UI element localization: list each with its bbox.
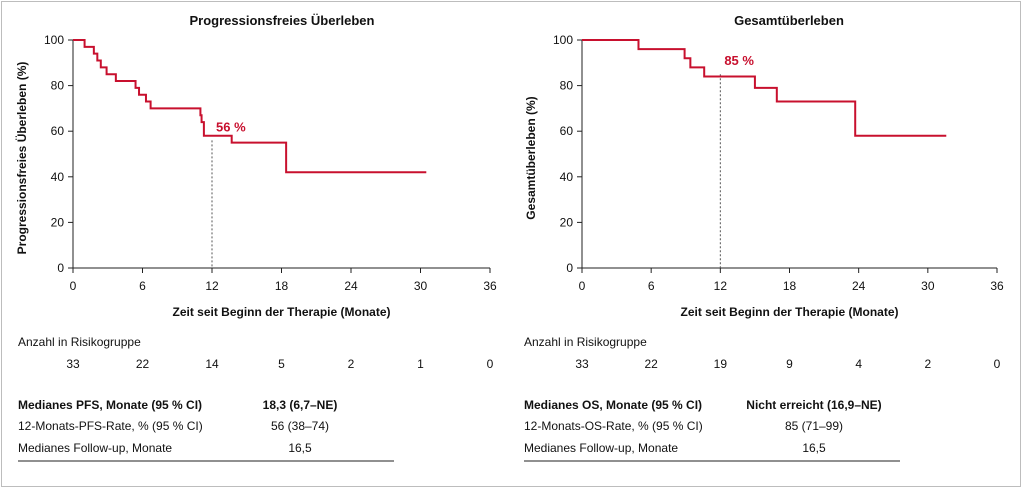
risk-count: 4 [855, 357, 862, 371]
risk-count: 5 [278, 357, 285, 371]
chart-title: Gesamtüberleben [734, 13, 844, 28]
risk-count: 9 [786, 357, 793, 371]
risk-count: 0 [487, 357, 494, 371]
risk-count: 2 [924, 357, 931, 371]
risk-count: 14 [205, 357, 219, 371]
x-axis-label: Zeit seit Beginn der Therapie (Monate) [680, 305, 898, 319]
risk-count: 0 [994, 357, 1001, 371]
x-tick-label: 24 [852, 279, 866, 293]
y-tick-label: 80 [560, 79, 574, 93]
stat-label: Medianes Follow-up, Monate [524, 441, 678, 455]
risk-count: 22 [136, 357, 150, 371]
risk-count: 19 [714, 357, 728, 371]
x-axis-label: Zeit seit Beginn der Therapie (Monate) [172, 305, 390, 319]
y-tick-label: 80 [51, 79, 65, 93]
annotation-label: 85 % [724, 53, 754, 68]
x-tick-label: 12 [714, 279, 728, 293]
risk-count: 22 [644, 357, 658, 371]
y-tick-label: 40 [51, 170, 65, 184]
y-tick-label: 20 [560, 215, 574, 229]
y-tick-label: 100 [553, 33, 573, 47]
risk-count: 33 [575, 357, 589, 371]
stat-label: Medianes OS, Monate (95 % CI) [524, 398, 702, 412]
y-tick-label: 40 [560, 170, 574, 184]
risk-count: 2 [348, 357, 355, 371]
chart-title: Progressionsfreies Überleben [190, 13, 375, 28]
survival-curve [582, 39, 947, 137]
stat-value: 85 (71–99) [785, 419, 843, 433]
stat-label: 12-Monats-OS-Rate, % (95 % CI) [524, 419, 703, 433]
risk-table-label: Anzahl in Risikogruppe [18, 335, 141, 349]
x-tick-label: 30 [414, 279, 428, 293]
y-tick-label: 0 [57, 261, 64, 275]
stat-value: Nicht erreicht (16,9–NE) [746, 398, 881, 412]
stat-value: 16,5 [802, 441, 826, 455]
x-tick-label: 6 [648, 279, 655, 293]
y-axis-label: Progressionsfreies Überleben (%) [14, 62, 29, 255]
y-tick-label: 20 [51, 215, 65, 229]
risk-count: 33 [66, 357, 80, 371]
y-tick-label: 60 [560, 124, 574, 138]
x-tick-label: 0 [579, 279, 586, 293]
x-tick-label: 0 [70, 279, 77, 293]
y-tick-label: 60 [51, 124, 65, 138]
x-tick-label: 12 [205, 279, 219, 293]
y-tick-label: 0 [566, 261, 573, 275]
x-tick-label: 30 [921, 279, 935, 293]
stat-value: 16,5 [288, 441, 312, 455]
y-tick-label: 100 [44, 33, 64, 47]
x-tick-label: 6 [139, 279, 146, 293]
stat-label: 12-Monats-PFS-Rate, % (95 % CI) [18, 419, 203, 433]
risk-count: 1 [417, 357, 424, 371]
stat-label: Medianes Follow-up, Monate [18, 441, 172, 455]
x-tick-label: 18 [783, 279, 797, 293]
y-axis-label: Gesamtüberleben (%) [524, 96, 538, 219]
annotation-label: 56 % [216, 119, 246, 134]
x-tick-label: 18 [275, 279, 289, 293]
stat-value: 18,3 (6,7–NE) [263, 398, 338, 412]
x-tick-label: 24 [344, 279, 358, 293]
risk-table-label: Anzahl in Risikogruppe [524, 335, 647, 349]
survival-curve [73, 39, 427, 174]
x-tick-label: 36 [990, 279, 1004, 293]
x-tick-label: 36 [483, 279, 497, 293]
stat-label: Medianes PFS, Monate (95 % CI) [18, 398, 202, 412]
stat-value: 56 (38–74) [271, 419, 329, 433]
